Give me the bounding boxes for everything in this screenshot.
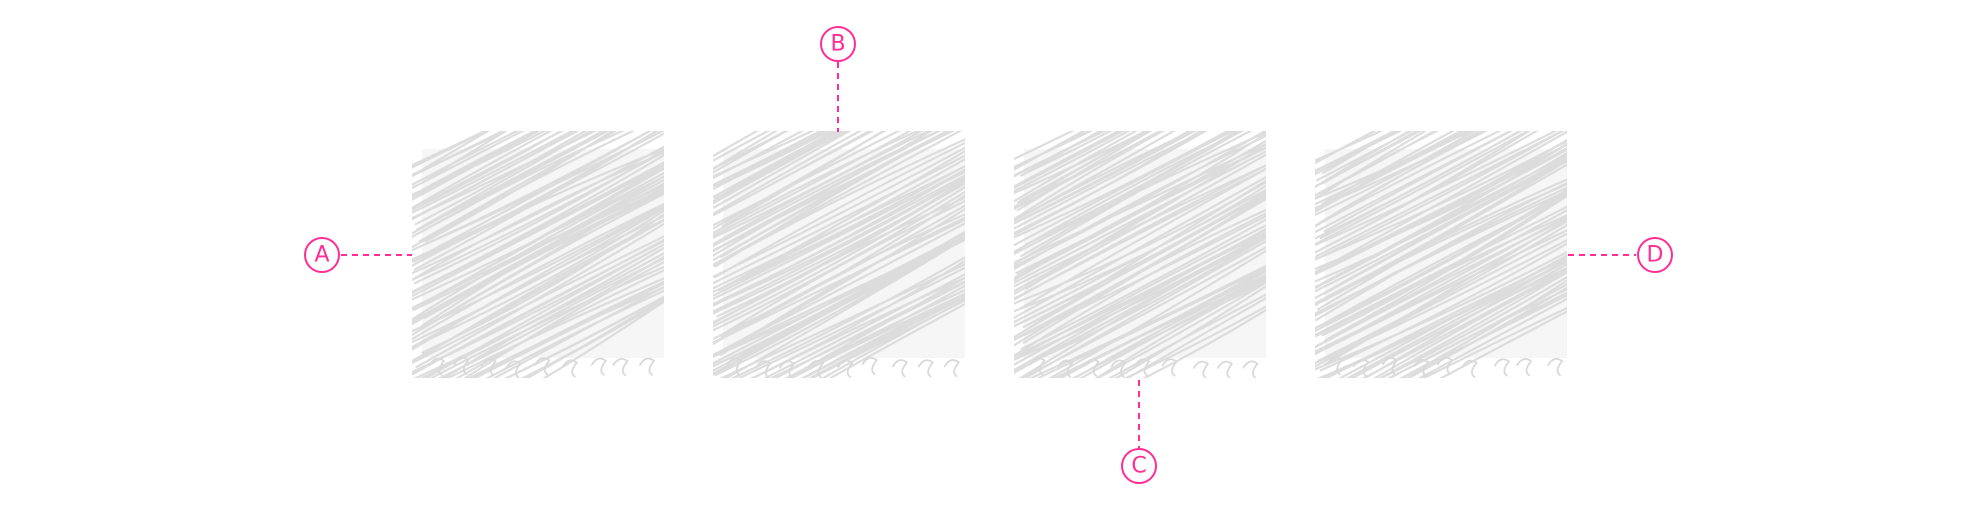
scribble-strokes: [1315, 131, 1567, 378]
callout-a-label: A: [314, 243, 329, 268]
callout-d: D: [1568, 237, 1673, 273]
scribble-panel-2: [713, 131, 965, 378]
callout-c: C: [1121, 380, 1157, 484]
callout-c-label: C: [1131, 454, 1146, 479]
scribble-panel-3: [1014, 131, 1266, 378]
panels-row: [412, 131, 1567, 378]
scribble-strokes: [1014, 131, 1266, 378]
scribble-strokes: [412, 131, 664, 378]
scribble-panel-1: [412, 131, 664, 378]
callout-a: A: [304, 237, 412, 273]
callout-c-marker: [1121, 448, 1157, 484]
callout-d-label: D: [1647, 243, 1664, 268]
callout-b-label: B: [830, 32, 845, 57]
scribble-panel-4: [1315, 131, 1567, 378]
callout-b: B: [820, 26, 856, 132]
scribble-strokes: [713, 131, 965, 378]
callout-d-marker: [1637, 237, 1673, 273]
callout-b-marker: [820, 26, 856, 62]
callout-a-marker: [304, 237, 340, 273]
